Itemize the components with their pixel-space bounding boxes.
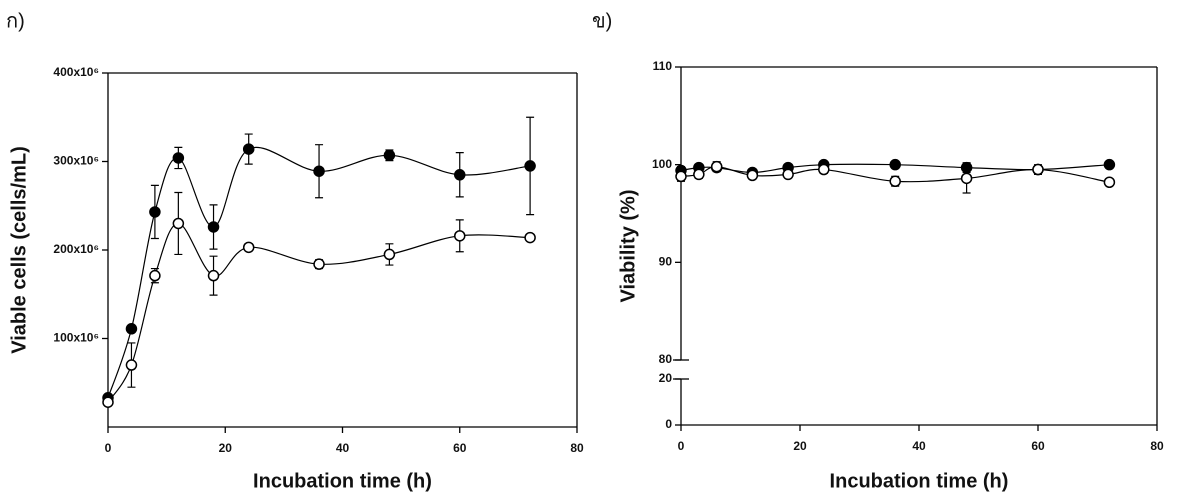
y-tick-label: 100x10⁶ xyxy=(53,331,99,345)
data-point xyxy=(207,221,220,233)
y-tick-label: 90 xyxy=(659,255,673,269)
data-point xyxy=(889,175,901,188)
data-point xyxy=(818,163,830,176)
data-point xyxy=(383,149,396,162)
x-tick-label: 60 xyxy=(453,441,467,455)
x-tick-label: 80 xyxy=(570,441,584,455)
y-tick-label: 110 xyxy=(653,59,673,73)
data-point xyxy=(125,323,138,335)
data-point xyxy=(172,217,185,230)
data-point xyxy=(1103,158,1116,171)
y-tick-label: 0 xyxy=(665,417,672,431)
data-point xyxy=(889,158,901,171)
y-axis-title: Viable cells (cells/mL) xyxy=(8,146,30,354)
x-tick-label: 40 xyxy=(336,441,350,455)
data-point xyxy=(960,172,973,185)
x-tick-label: 0 xyxy=(678,439,685,453)
data-point xyxy=(454,169,466,181)
x-axis-title: Incubation time (h) xyxy=(253,470,432,492)
x-tick-label: 0 xyxy=(105,441,112,455)
data-point xyxy=(782,168,794,181)
data-point xyxy=(172,152,185,164)
data-point xyxy=(1103,176,1116,188)
data-point xyxy=(524,231,536,244)
data-point xyxy=(383,248,396,261)
panel-label: ข) xyxy=(592,10,612,32)
y-tick-label: 80 xyxy=(659,352,673,366)
data-point xyxy=(710,160,723,173)
x-tick-label: 40 xyxy=(912,439,926,453)
series-line xyxy=(107,222,531,403)
data-point xyxy=(149,206,161,218)
panel-label: ก) xyxy=(6,10,25,32)
x-tick-label: 60 xyxy=(1031,439,1045,453)
series-line xyxy=(107,146,531,398)
y-tick-label: 20 xyxy=(659,371,673,385)
data-point xyxy=(1032,163,1044,176)
x-axis-title: Incubation time (h) xyxy=(830,470,1009,492)
x-tick-label: 80 xyxy=(1150,439,1164,453)
data-point xyxy=(675,170,687,183)
data-point xyxy=(149,269,161,282)
data-point xyxy=(693,168,705,181)
x-tick-label: 20 xyxy=(219,441,233,455)
y-tick-label: 400x10⁶ xyxy=(53,65,99,79)
data-point xyxy=(313,258,325,270)
y-tick-label: 300x10⁶ xyxy=(53,154,99,168)
data-point xyxy=(102,396,114,408)
y-tick-label: 200x10⁶ xyxy=(53,242,99,256)
data-point xyxy=(207,269,220,282)
series-line xyxy=(680,166,1110,183)
data-point xyxy=(242,241,255,254)
data-point xyxy=(125,359,138,371)
y-tick-label: 100 xyxy=(652,157,672,171)
data-point xyxy=(746,169,759,182)
data-point xyxy=(313,165,325,177)
data-point xyxy=(454,230,466,242)
y-axis-title: Viability (%) xyxy=(617,190,639,303)
data-point xyxy=(524,160,536,172)
x-tick-label: 20 xyxy=(793,439,807,453)
data-point xyxy=(242,143,255,155)
series-line xyxy=(680,163,1110,174)
